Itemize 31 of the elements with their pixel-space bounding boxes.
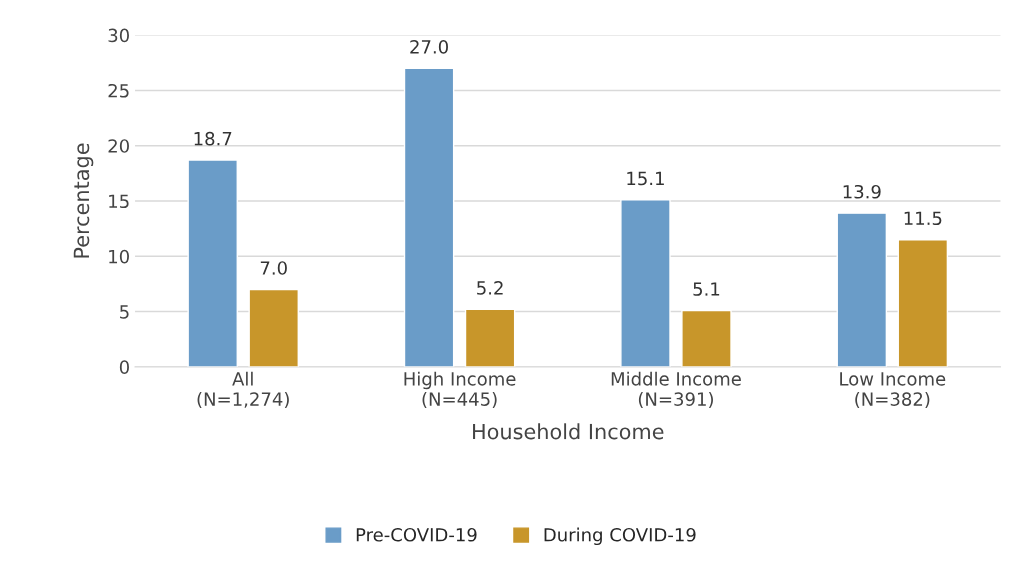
bar bbox=[403, 67, 455, 367]
bar bbox=[897, 239, 949, 367]
y-tick-label: 30 bbox=[108, 28, 129, 43]
text: 5.1 bbox=[693, 282, 720, 296]
text: 18.7 bbox=[194, 131, 232, 146]
bar bbox=[248, 288, 299, 367]
text: 13.9 bbox=[843, 184, 881, 199]
y-tick-label: 15 bbox=[109, 194, 129, 209]
y-axis-title: Percentage bbox=[73, 143, 94, 258]
bar bbox=[187, 159, 238, 367]
x-tick-label: Middle Income (N=391) bbox=[611, 371, 741, 409]
text: 15.1 bbox=[627, 171, 664, 186]
y-tick-label: 5 bbox=[120, 305, 129, 319]
bar bbox=[620, 199, 671, 367]
x-axis-title: Household Income bbox=[473, 423, 664, 440]
legend-label: During COVID-19 bbox=[544, 527, 696, 546]
bar bbox=[464, 308, 516, 367]
x-tick-label: High Income (N=445) bbox=[404, 371, 516, 409]
text: 5.2 bbox=[477, 281, 503, 295]
text: 11.5 bbox=[904, 211, 942, 226]
legend-label: Pre-COVID-19 bbox=[356, 527, 477, 542]
y-tick-label: 20 bbox=[108, 139, 129, 153]
y-tick-label: 0 bbox=[119, 360, 129, 374]
bar bbox=[681, 309, 732, 367]
y-tick-label: 25 bbox=[108, 83, 129, 98]
bar bbox=[836, 212, 888, 367]
x-tick-label: All (N=1,274) bbox=[197, 371, 289, 409]
text: 27.0 bbox=[410, 40, 448, 54]
y-tick-label: 10 bbox=[109, 249, 129, 264]
x-tick-label: Low Income (N=382) bbox=[840, 372, 946, 409]
text: 7.0 bbox=[260, 261, 287, 275]
